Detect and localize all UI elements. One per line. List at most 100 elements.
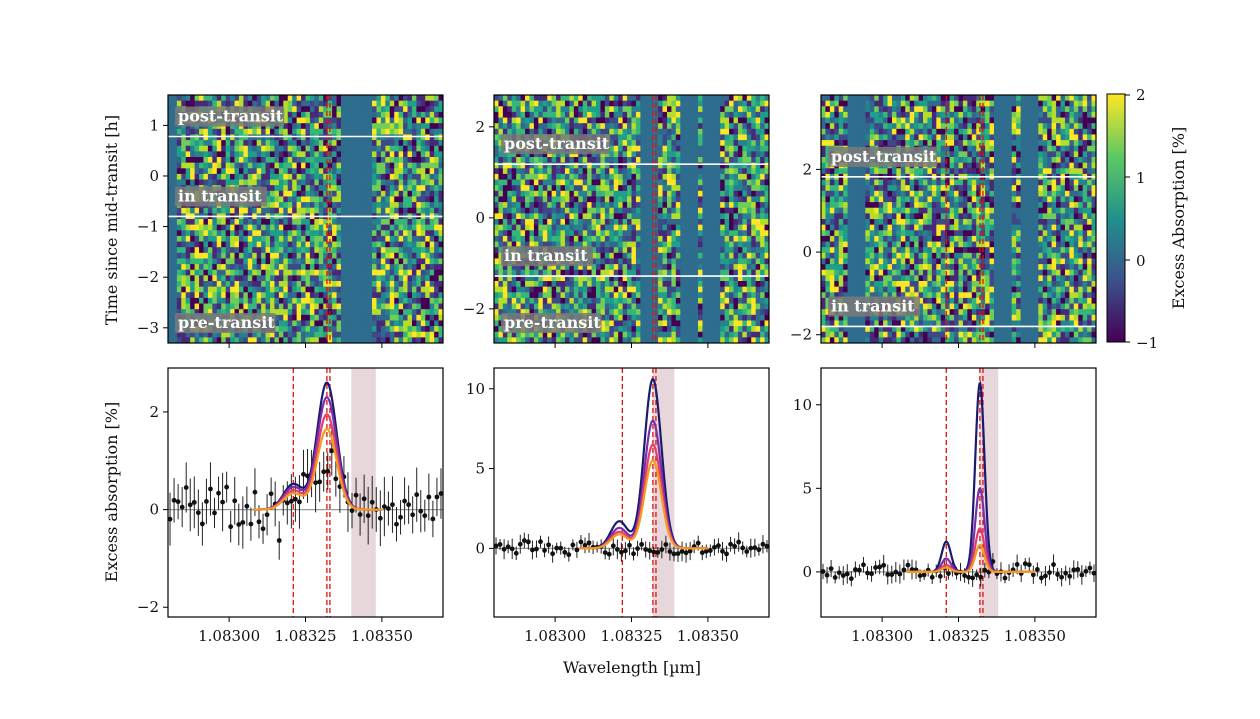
heatmap-cell (301, 314, 307, 322)
heatmap-cell (498, 190, 504, 198)
heatmap-cell (172, 202, 178, 209)
heatmap-cell (385, 314, 391, 322)
heatmap-cell (190, 309, 196, 316)
heatmap-cell (389, 134, 395, 141)
heatmap-cell (675, 213, 681, 220)
heatmap-cell (600, 314, 606, 322)
heatmap-cell (564, 151, 571, 158)
heatmap-cell (345, 190, 351, 198)
heatmap-cell (394, 292, 400, 299)
heatmap-cell (323, 106, 329, 113)
heatmap-cell (627, 337, 633, 343)
heatmap-cell (666, 162, 673, 169)
heatmap-cell (367, 275, 373, 282)
heatmap-cell (547, 157, 553, 164)
heatmap-cell (207, 337, 213, 343)
heatmap-cell (573, 95, 579, 102)
heatmap-cell (622, 128, 628, 136)
heatmap-cell (394, 264, 400, 271)
heatmap-cell (301, 258, 307, 265)
heatmap-cell (247, 219, 253, 226)
heatmap-cell (168, 173, 174, 181)
heatmap-cell (265, 275, 271, 282)
heatmap-cell (640, 202, 646, 209)
heatmap-cell (560, 269, 566, 276)
heatmap-cell (693, 128, 699, 136)
heatmap-cell (680, 111, 686, 119)
heatmap-cell (547, 95, 553, 102)
heatmap-cell (429, 106, 435, 113)
heatmap-cell (706, 235, 712, 243)
heatmap-cell (525, 309, 531, 316)
heatmap-cell (640, 190, 646, 198)
heatmap-cell (502, 151, 508, 158)
heatmap-cell (551, 241, 557, 248)
heatmap-cell (649, 224, 655, 231)
heatmap-cell (354, 320, 360, 327)
heatmap-cell (653, 314, 659, 322)
heatmap-cell (662, 264, 668, 271)
heatmap-cell (252, 303, 258, 310)
heatmap-cell (411, 140, 417, 147)
heatmap-cell (207, 100, 213, 107)
heatmap-cell (429, 309, 435, 316)
heatmap-cell (720, 128, 726, 136)
heatmap-cell (367, 128, 373, 136)
heatmap-cell (425, 224, 431, 231)
heatmap-cell (538, 95, 544, 102)
heatmap-cell (292, 106, 298, 113)
heatmap-cell (498, 134, 504, 141)
heatmap-cell (376, 314, 382, 322)
heatmap-cell (675, 140, 681, 147)
heatmap-cell (389, 314, 395, 322)
heatmap-cell (438, 269, 443, 276)
heatmap-cell (292, 111, 298, 119)
heatmap-cell (644, 320, 650, 327)
heatmap-cell (420, 117, 426, 124)
heatmap-cell (587, 173, 593, 181)
heatmap-cell (438, 111, 443, 119)
heatmap-cell (216, 179, 222, 186)
heatmap-cell (190, 151, 196, 158)
heatmap-cell (287, 151, 293, 158)
heatmap-cell (261, 286, 267, 293)
heatmap-cell (185, 157, 191, 164)
heatmap-cell (407, 140, 413, 147)
heatmap-cell (582, 151, 588, 158)
heatmap-cell (403, 252, 409, 260)
heatmap-cell (644, 309, 650, 316)
heatmap-cell (438, 314, 443, 322)
heatmap-cell (270, 247, 276, 254)
heatmap-cell (305, 185, 311, 192)
heatmap-cell (560, 241, 566, 248)
heatmap-cell (675, 331, 681, 338)
heatmap-cell (340, 281, 347, 288)
heatmap-cell (622, 235, 628, 243)
heatmap-cell (199, 281, 205, 288)
heatmap-cell (265, 286, 271, 293)
heatmap-cell (556, 202, 562, 209)
heatmap-cell (172, 275, 178, 282)
heatmap-cell (212, 303, 218, 310)
heatmap-cell (425, 179, 431, 186)
heatmap-cell (234, 281, 240, 288)
heatmap-cell (596, 281, 602, 288)
heatmap-cell (420, 100, 426, 107)
heatmap-cell (323, 258, 329, 265)
heatmap-cell (194, 303, 200, 310)
heatmap-cell (627, 128, 633, 136)
heatmap-cell (168, 337, 174, 343)
heatmap-cell (434, 168, 440, 175)
heatmap-cell (314, 196, 320, 203)
heatmap-cell (332, 185, 338, 192)
heatmap-cell (190, 286, 196, 293)
heatmap-cell (283, 219, 289, 226)
heatmap-cell (529, 303, 535, 310)
heatmap-cell (416, 190, 422, 198)
heatmap-cell (649, 117, 655, 124)
heatmap-cell (270, 162, 276, 169)
heatmap-cell (349, 145, 355, 152)
heatmap-cell (199, 331, 205, 338)
heatmap-cell (511, 337, 517, 343)
heatmap-cell (591, 292, 597, 299)
